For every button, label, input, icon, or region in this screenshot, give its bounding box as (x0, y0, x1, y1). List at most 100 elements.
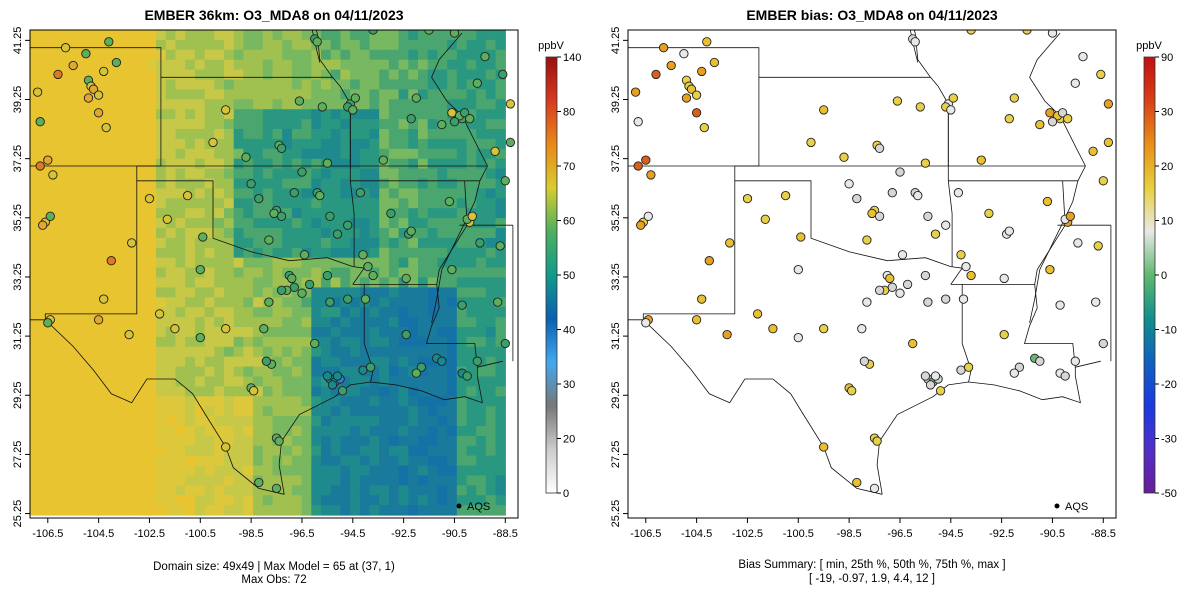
raster-cell (78, 178, 89, 189)
raster-cell (88, 376, 99, 387)
raster-cell (97, 109, 109, 120)
raster-cell (136, 30, 147, 41)
raster-cell (224, 366, 235, 378)
raster-cell (262, 158, 274, 170)
raster-cell (233, 178, 244, 189)
raster-cell (68, 188, 80, 199)
raster-cell (418, 455, 429, 467)
station-marker (246, 179, 256, 189)
raster-cell (194, 138, 206, 150)
raster-cell (272, 109, 283, 120)
raster-cell (39, 30, 50, 41)
raster-cell (340, 336, 351, 348)
raster-cell (301, 168, 312, 180)
raster-cell (456, 455, 468, 467)
raster-cell (165, 307, 177, 318)
raster-cell (243, 317, 254, 328)
raster-cell (398, 505, 409, 516)
raster-cell (175, 188, 186, 199)
raster-cell (379, 89, 390, 100)
raster-cell (233, 228, 244, 239)
raster-cell (68, 366, 80, 378)
raster-cell (175, 336, 186, 348)
raster-cell (495, 445, 506, 457)
raster-cell (447, 49, 458, 61)
raster-cell (117, 168, 128, 180)
raster-cell (117, 356, 128, 368)
raster-cell (466, 198, 477, 209)
raster-cell (262, 455, 274, 467)
raster-cell (282, 505, 293, 516)
raster-cell (495, 386, 506, 397)
raster-cell (437, 30, 448, 41)
colorbar-tick-label: 30 (563, 379, 575, 391)
raster-cell (49, 406, 60, 417)
raster-cell (194, 129, 206, 140)
raster-cell (136, 228, 147, 239)
raster-cell (427, 119, 438, 130)
raster-cell (146, 297, 157, 308)
raster-cell (301, 129, 312, 140)
state-boundary-line (961, 284, 972, 383)
raster-cell (262, 445, 274, 457)
raster-cell (39, 376, 50, 387)
raster-cell (350, 376, 361, 387)
raster-cell (185, 109, 196, 120)
raster-cell (185, 336, 196, 348)
raster-cell (330, 465, 341, 476)
raster-cell (214, 346, 225, 358)
raster-cell (379, 406, 390, 417)
raster-cell (156, 287, 167, 298)
raster-cell (291, 495, 303, 506)
raster-cell (165, 168, 177, 180)
raster-cell (330, 198, 341, 209)
raster-cell (253, 495, 264, 506)
raster-cell (379, 39, 390, 51)
station-marker (99, 66, 109, 77)
raster-cell (30, 198, 41, 209)
raster-cell (350, 198, 361, 209)
raster-cell (194, 346, 206, 358)
raster-cell (282, 366, 293, 378)
raster-cell (466, 346, 477, 358)
station-marker (895, 167, 905, 177)
raster-cell (49, 198, 60, 209)
raster-cell (117, 277, 128, 288)
raster-cell (311, 79, 322, 90)
raster-cell (88, 267, 99, 279)
raster-cell (330, 396, 341, 407)
x-tick-label: -100.5 (783, 528, 814, 540)
raster-cell (117, 237, 128, 249)
raster-cell (107, 79, 118, 90)
station-marker (636, 220, 646, 230)
raster-cell (350, 445, 361, 457)
raster-cell (49, 366, 60, 378)
raster-cell (68, 495, 80, 506)
raster-cell (97, 178, 109, 189)
raster-cell (291, 218, 303, 229)
raster-cell (476, 406, 487, 417)
x-tick-label: -104.5 (681, 528, 712, 540)
raster-cell (185, 30, 196, 41)
raster-cell (59, 376, 70, 387)
raster-cell (39, 59, 50, 71)
raster-cell (485, 495, 497, 506)
raster-cell (204, 445, 215, 457)
raster-cell (253, 158, 264, 170)
raster-cell (398, 49, 409, 61)
raster-cell (369, 218, 380, 229)
raster-cell (282, 396, 293, 407)
raster-cell (78, 336, 89, 348)
raster-cell (233, 346, 244, 358)
raster-cell (427, 327, 438, 338)
raster-cell (427, 138, 438, 150)
colorbar-tick-label: 0 (1161, 270, 1167, 282)
raster-cell (253, 188, 264, 199)
raster-cell (88, 89, 99, 100)
raster-cell (447, 406, 458, 417)
raster-cell (78, 495, 89, 506)
raster-cell (262, 49, 274, 61)
raster-cell (49, 257, 60, 269)
station-marker (162, 214, 172, 224)
raster-cell (175, 465, 186, 476)
